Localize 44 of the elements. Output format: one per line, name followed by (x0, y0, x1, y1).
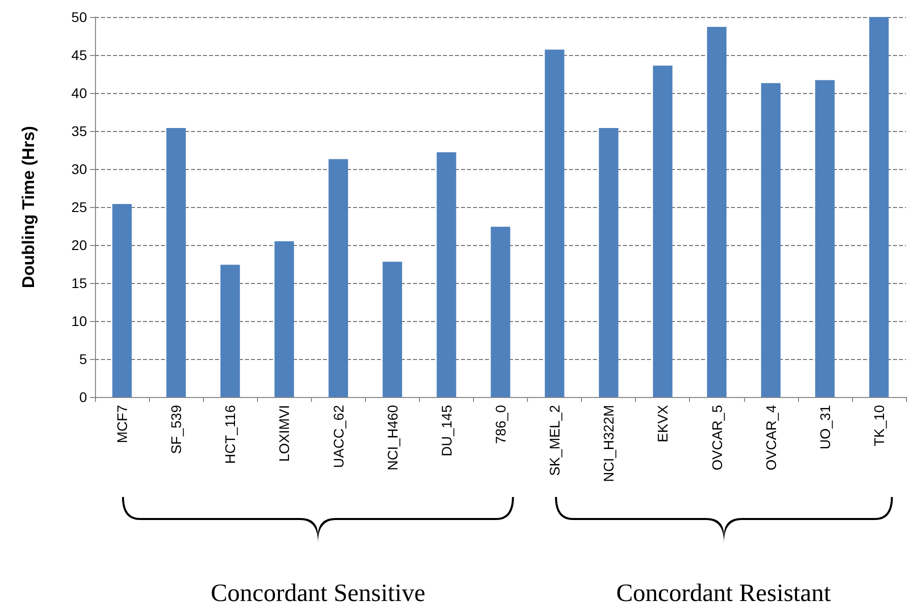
bar (220, 264, 240, 397)
bar (652, 66, 672, 397)
y-tick-label: 15 (71, 275, 88, 291)
y-tick-label: 0 (79, 389, 88, 405)
bar (707, 26, 726, 397)
x-tick-label: SK_MEL_2 (546, 404, 563, 476)
x-tick-label: SF_539 (168, 404, 184, 454)
x-tick-label: NCI_H460 (384, 404, 400, 470)
bar (112, 204, 132, 397)
bar (544, 50, 564, 397)
y-tick-label: 20 (71, 237, 88, 253)
bar (869, 17, 889, 397)
y-tick-label: 30 (71, 161, 88, 177)
x-tick-label: EKVX (654, 404, 671, 442)
x-tick-label: LOXIMVI (276, 405, 292, 462)
x-tick-label: NCI_H322M (600, 405, 617, 482)
bar (436, 152, 456, 397)
text: Concordant Resistant (615, 580, 832, 608)
x-tick-label: UACC_62 (330, 404, 346, 468)
bar (598, 128, 618, 397)
bar (761, 83, 781, 397)
text: Concordant Sensitive (210, 580, 426, 608)
y-tick-label: 35 (71, 123, 88, 139)
x-tick-label: OVCAR_5 (708, 404, 725, 470)
bar (274, 241, 294, 397)
x-tick-label: OVCAR_4 (762, 404, 779, 470)
x-tick-label: UO_31 (816, 404, 833, 450)
x-tick-label: TK_10 (870, 404, 887, 446)
bar (490, 226, 510, 397)
bar (166, 128, 186, 397)
y-tick-label: 45 (71, 47, 88, 63)
y-tick-label: 5 (79, 351, 88, 367)
x-tick-label: HCT_116 (222, 404, 238, 464)
x-tick-label: DU_145 (438, 404, 454, 456)
x-tick-label: MCF7 (114, 404, 130, 444)
y-axis-title: Doubling Time (Hrs) (19, 126, 38, 288)
bar (815, 80, 835, 397)
y-tick-label: 10 (71, 313, 88, 329)
bar (328, 159, 348, 397)
y-tick-label: 50 (71, 9, 88, 25)
x-tick-label: 786_0 (492, 404, 508, 444)
bar (382, 262, 402, 397)
y-tick-label: 25 (71, 199, 88, 215)
y-tick-label: 40 (71, 85, 88, 101)
